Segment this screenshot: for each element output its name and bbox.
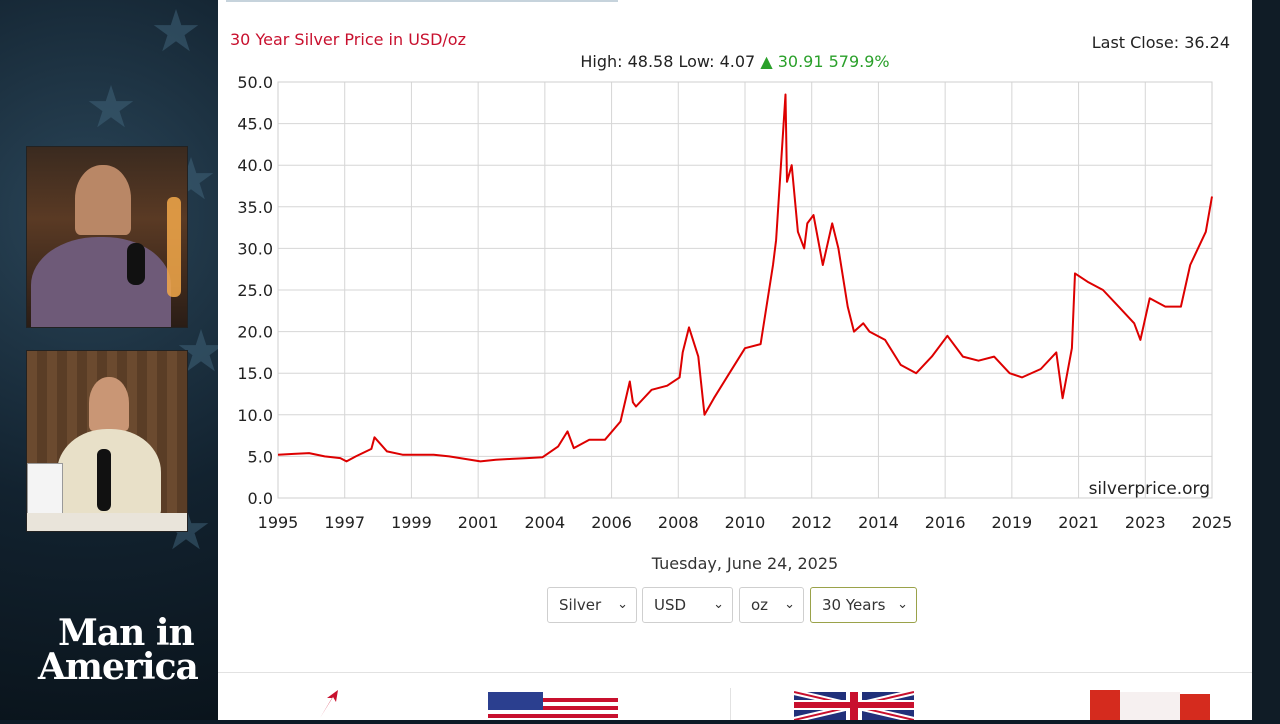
metal-select[interactable]: Silver ⌄: [547, 587, 637, 623]
price-stats: High: 48.58 Low: 4.07 ▲ 30.91 579.9%: [218, 52, 1252, 71]
currency-select[interactable]: USD ⌄: [642, 587, 733, 623]
person-silhouette: [75, 165, 131, 235]
arrow-icon: [318, 688, 340, 720]
us-flag-icon: [488, 688, 618, 720]
person-silhouette: [31, 237, 171, 327]
chevron-down-icon: ⌄: [784, 597, 795, 612]
webcam-guest: [26, 350, 188, 532]
chart-watermark: silverprice.org: [1089, 479, 1210, 499]
y-tick-label: 40.0: [237, 156, 273, 175]
y-tick-label: 15.0: [237, 364, 273, 383]
y-tick-label: 35.0: [237, 198, 273, 217]
y-tick-label: 30.0: [237, 239, 273, 258]
logo-line-2: America: [38, 646, 199, 688]
microphone-icon: [127, 243, 145, 285]
y-tick-label: 0.0: [248, 489, 273, 508]
x-tick-label: 1997: [324, 513, 365, 532]
x-tick-label: 2010: [725, 513, 766, 532]
microphone-icon: [97, 449, 111, 511]
series-line-silver-price: [277, 93, 1213, 463]
x-tick-label: 2001: [458, 513, 499, 532]
chevron-down-icon: ⌄: [617, 597, 628, 612]
period-select-value: 30 Years: [822, 596, 886, 614]
background-right: [1252, 0, 1280, 720]
x-tick-label: 2006: [591, 513, 632, 532]
x-axis-ticks: 1995 1997 1999 2001 2004 2006 2008 2010 2012 2014…: [258, 513, 1233, 532]
chevron-down-icon: ⌄: [713, 597, 724, 612]
man-in-america-logo: Man in America: [38, 612, 223, 688]
chart-title: 30 Year Silver Price in USD/oz: [230, 30, 466, 49]
plot-area: [277, 81, 1213, 499]
x-tick-label: 2016: [925, 513, 966, 532]
x-tick-label: 2014: [858, 513, 899, 532]
y-tick-label: 50.0: [237, 73, 273, 92]
period-select[interactable]: 30 Years ⌄: [810, 587, 917, 623]
x-tick-label: 2025: [1192, 513, 1233, 532]
uk-flag-icon: [793, 688, 915, 723]
metal-select-value: Silver: [559, 596, 602, 614]
price-change: 30.91 579.9%: [777, 52, 890, 71]
x-tick-label: 2023: [1125, 513, 1166, 532]
x-tick-label: 2004: [524, 513, 565, 532]
star-icon: ★: [150, 0, 202, 65]
chart-grid: [277, 81, 1213, 499]
y-tick-label: 5.0: [248, 447, 273, 466]
y-tick-label: 10.0: [237, 406, 273, 425]
y-tick-label: 20.0: [237, 323, 273, 342]
x-tick-label: 1995: [258, 513, 299, 532]
up-arrow-icon: ▲: [760, 52, 773, 71]
unit-select-value: oz: [751, 596, 769, 614]
chart-date: Tuesday, June 24, 2025: [651, 554, 839, 573]
canada-flag-icon: [1090, 688, 1210, 720]
x-tick-label: 1999: [391, 513, 432, 532]
high-low: High: 48.58 Low: 4.07: [580, 52, 756, 71]
x-tick-label: 2019: [991, 513, 1032, 532]
unit-select[interactable]: oz ⌄: [739, 587, 804, 623]
y-tick-label: 45.0: [237, 115, 273, 134]
logo-line-1: Man in: [58, 612, 195, 654]
desk: [27, 513, 187, 531]
divider-vertical: [730, 688, 731, 720]
person-silhouette: [89, 377, 129, 431]
y-tick-label: 25.0: [237, 281, 273, 300]
y-axis-ticks: 0.0 5.0 10.0 15.0 20.0 25.0 30.0 35.0 40.0 45.0 50…: [237, 73, 273, 508]
chevron-down-icon: ⌄: [897, 597, 908, 612]
x-tick-label: 2021: [1058, 513, 1099, 532]
top-divider: [226, 0, 618, 2]
lamp: [167, 197, 181, 297]
currency-select-value: USD: [654, 596, 687, 614]
webcam-host: [26, 146, 188, 328]
section-divider: [218, 672, 1252, 673]
last-close: Last Close: 36.24: [1091, 33, 1230, 52]
price-chart: 0.0 5.0 10.0 15.0 20.0 25.0 30.0 35.0 40.0 45.0 50…: [237, 73, 1233, 532]
chart-panel: 30 Year Silver Price in USD/oz Last Clos…: [218, 0, 1252, 723]
x-tick-label: 2012: [791, 513, 832, 532]
star-icon: ★: [85, 73, 137, 141]
x-tick-label: 2008: [658, 513, 699, 532]
